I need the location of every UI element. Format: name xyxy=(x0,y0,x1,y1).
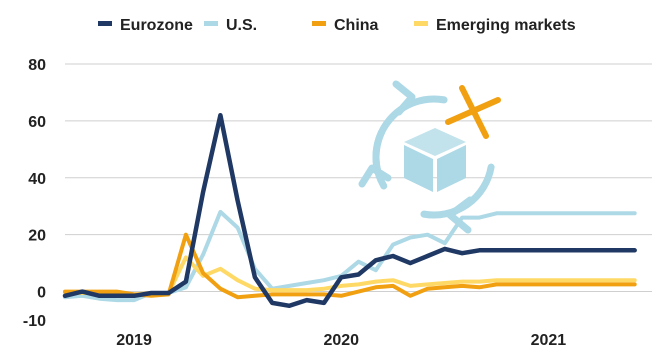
x-axis-ticks: 2019 2020 2021 xyxy=(116,332,566,349)
box-icon-right xyxy=(437,145,466,192)
arrowhead-icon xyxy=(392,80,416,116)
legend-label: Emerging markets xyxy=(436,17,576,34)
x-tick-label: 2019 xyxy=(116,332,152,349)
y-tick-label: 80 xyxy=(28,57,46,74)
y-tick-label: 0 xyxy=(37,285,46,302)
legend-swatch xyxy=(98,21,112,26)
legend-label: Eurozone xyxy=(120,17,193,34)
arrowhead-icon xyxy=(358,164,392,188)
y-axis-ticks: 80 60 40 20 0 -10 xyxy=(23,57,46,330)
x-tick-label: 2021 xyxy=(531,332,567,349)
supply-chain-illustration xyxy=(358,80,501,234)
y-tick-label: -10 xyxy=(23,313,46,330)
cycle-arrow-left xyxy=(372,128,388,190)
series-line-china xyxy=(63,232,637,300)
legend-label: U.S. xyxy=(226,17,257,34)
legend-swatch xyxy=(204,21,218,26)
series-line-eurozone xyxy=(62,112,637,309)
x-tick-label: 2020 xyxy=(323,332,359,349)
box-icon-top xyxy=(404,128,466,156)
legend-swatch xyxy=(312,21,326,26)
y-tick-label: 40 xyxy=(28,171,46,188)
series-lines xyxy=(62,112,637,309)
box-icon-left xyxy=(404,145,433,192)
y-tick-label: 20 xyxy=(28,228,46,245)
gridlines xyxy=(65,63,652,293)
legend: Eurozone U.S. China Emerging markets xyxy=(98,17,576,34)
arrowhead-icon xyxy=(446,196,474,234)
legend-swatch xyxy=(414,21,428,26)
y-tick-label: 60 xyxy=(28,114,46,131)
legend-label: China xyxy=(334,17,379,34)
cross-icon xyxy=(445,97,501,125)
